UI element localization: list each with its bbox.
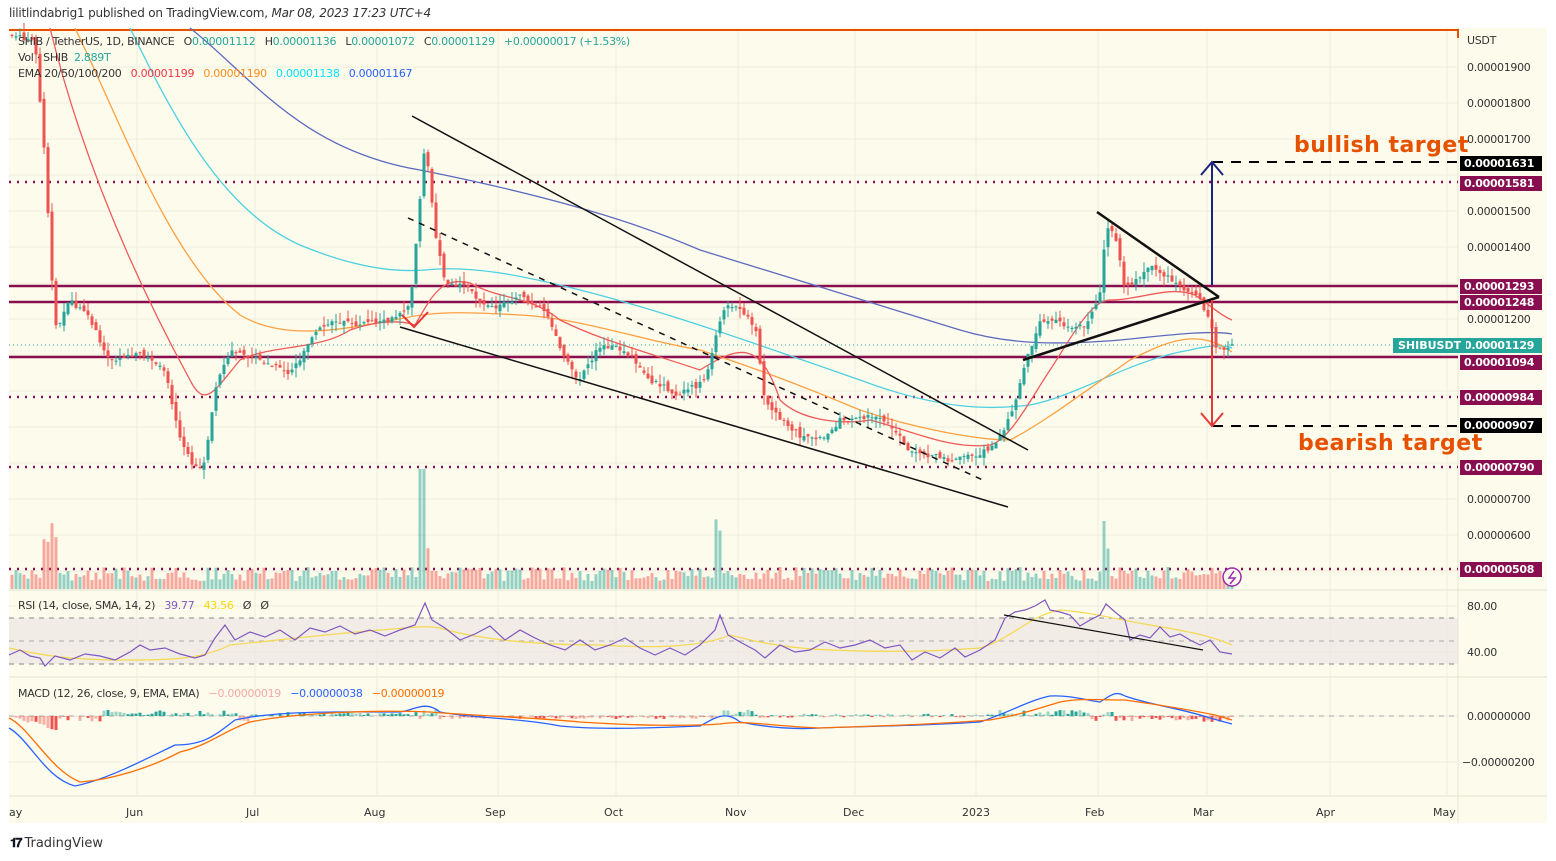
time-tick: Dec (843, 806, 865, 819)
time-tick: Mar (1193, 806, 1214, 819)
channel-lower-line (399, 326, 1009, 508)
publish-date: Mar 08, 2023 17:23 UTC+4 (271, 6, 432, 20)
rsi-line (8, 599, 1233, 667)
price-tick: 0.00000700 (1467, 493, 1531, 506)
ema50-line (74, 27, 1233, 441)
grid-vertical (136, 28, 1448, 796)
price-tick: 0.00001500 (1467, 205, 1531, 218)
close-value: 0.00001129 (431, 35, 495, 48)
lightning-icon[interactable] (1222, 567, 1242, 587)
time-tick: Aug (364, 806, 386, 819)
triangle-lower-line (1022, 295, 1220, 362)
triangle-upper-line (1096, 210, 1220, 299)
rsi-sma-line (8, 609, 1233, 661)
level-price-tag[interactable]: 0.00000984 (1460, 390, 1542, 405)
price-tick: 0.00001200 (1467, 313, 1531, 326)
volume-legend[interactable]: Vol · SHIB 2.889T (18, 51, 111, 64)
rsi-pane (8, 599, 1458, 667)
channel-upper-line (411, 115, 1029, 451)
price-tick: 0.00001800 (1467, 97, 1531, 110)
time-tick: 2023 (962, 806, 990, 819)
symbol-legend[interactable]: SHIB / TetherUS, 1D, BINANCE O0.00001112… (18, 35, 630, 48)
time-tick: Feb (1085, 806, 1105, 819)
candlesticks[interactable] (10, 22, 1234, 479)
macd-signal-line (8, 698, 1233, 783)
bullish-target-annotation[interactable]: bullish target (1294, 133, 1469, 158)
tradingview-logo-icon: 𝟏𝟕 (10, 836, 23, 851)
rsi-trendline (1003, 614, 1204, 651)
time-tick: Apr (1316, 806, 1336, 819)
small-red-arrow (401, 311, 429, 329)
level-price-tag[interactable]: 0.00000508 (1460, 562, 1542, 577)
volume-value: 2.889T (74, 51, 111, 64)
price-tick: 0.00001700 (1467, 133, 1531, 146)
rsi-legend[interactable]: RSI (14, close, SMA, 14, 2) 39.77 43.56 … (18, 599, 269, 612)
time-tick: Jun (126, 806, 144, 819)
ema-lines (49, 27, 1233, 447)
rsi-value: 39.77 (164, 599, 195, 612)
macd-tick: −0.00000200 (1462, 756, 1535, 769)
volume-histogram (10, 469, 1234, 589)
time-tick: Oct (604, 806, 624, 819)
channel-mid-line (407, 217, 986, 482)
ema-legend[interactable]: EMA 20/50/100/200 0.00001199 0.00001190 … (18, 67, 413, 80)
symbol-name[interactable]: SHIB / TetherUS, 1D, BINANCE (18, 35, 175, 48)
macd-pane (8, 692, 1458, 787)
ema200-line (189, 27, 1233, 344)
symbol-price-label[interactable]: SHIBUSDT (1393, 338, 1467, 353)
target-arrows[interactable] (401, 160, 1224, 428)
bearish-target-annotation[interactable]: bearish target (1298, 431, 1483, 456)
change-value: +0.00000017 (+1.53%) (503, 35, 630, 48)
time-tick: Nov (725, 806, 747, 819)
price-tick: 0.00000600 (1467, 529, 1531, 542)
macd-signal-value: −0.00000019 (371, 687, 445, 700)
ema100-value: 0.00001138 (276, 67, 340, 80)
publish-info: lilitlindabrig1 published on TradingView… (9, 6, 431, 20)
ema50-value: 0.00001190 (203, 67, 267, 80)
tradingview-brand[interactable]: 𝟏𝟕 TradingView (10, 836, 103, 851)
price-tick: 0.00001900 (1467, 61, 1531, 74)
macd-line (8, 692, 1233, 787)
author-name[interactable]: lilitlindabrig1 (9, 6, 85, 20)
price-tick: 0.00001400 (1467, 241, 1531, 254)
bullish-target-price-tag[interactable]: 0.00001631 (1460, 156, 1542, 171)
open-value: 0.00001112 (192, 35, 256, 48)
price-axis-currency: USDT (1467, 34, 1497, 47)
rsi-tick: 40.00 (1467, 646, 1497, 659)
publish-text: published on TradingView.com, (88, 6, 268, 20)
macd-tick: 0.00000000 (1467, 710, 1531, 723)
ema100-line (129, 27, 1233, 409)
rsi-sma-value: 43.56 (203, 599, 234, 612)
level-price-tag[interactable]: 0.00001094 (1460, 355, 1542, 370)
level-price-tag[interactable]: 0.00001248 (1460, 295, 1542, 310)
level-price-tag[interactable]: 0.00001293 (1460, 279, 1542, 294)
level-price-tag[interactable]: 0.00000790 (1460, 460, 1542, 475)
macd-value: −0.00000038 (290, 687, 363, 700)
bearish-target-price-tag[interactable]: 0.00000907 (1460, 418, 1542, 433)
macd-hist-value: −0.00000019 (208, 687, 282, 700)
time-tick: Sep (485, 806, 506, 819)
last-price-tag[interactable]: 0.00001129 (1460, 338, 1542, 353)
time-tick: ay (9, 806, 23, 819)
ema200-value: 0.00001167 (348, 67, 413, 80)
macd-legend[interactable]: MACD (12, 26, close, 9, EMA, EMA) −0.000… (18, 687, 445, 700)
time-tick: May (1433, 806, 1456, 819)
level-price-tag[interactable]: 0.00001581 (1460, 176, 1542, 191)
time-tick: Jul (246, 806, 260, 819)
low-value: 0.00001072 (351, 35, 415, 48)
trendlines[interactable] (399, 115, 1220, 508)
ema20-value: 0.00001199 (130, 67, 195, 80)
ema20-line (49, 27, 1233, 447)
rsi-tick: 80.00 (1467, 600, 1497, 613)
brand-name: TradingView (24, 836, 104, 851)
high-value: 0.00001136 (272, 35, 337, 48)
